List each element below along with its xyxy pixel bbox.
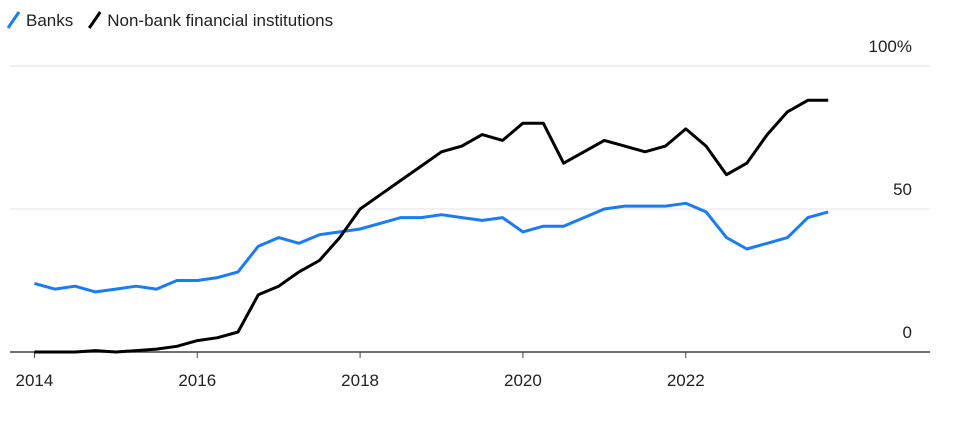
legend-label: Non-bank financial institutions xyxy=(107,11,333,30)
y-tick-label: 100% xyxy=(869,37,912,56)
series-line xyxy=(34,98,829,354)
legend-icon xyxy=(6,11,21,29)
x-tick-label: 2016 xyxy=(178,371,216,390)
y-tick-label: 50 xyxy=(893,180,912,199)
x-tick-label: 2018 xyxy=(341,371,379,390)
y-tick-label: 0 xyxy=(903,323,912,342)
x-tick-label: 2022 xyxy=(667,371,705,390)
x-tick-label: 2020 xyxy=(504,371,542,390)
legend-icon xyxy=(88,11,102,29)
series-line xyxy=(33,201,829,294)
legend-label: Banks xyxy=(26,11,73,30)
x-tick-label: 2014 xyxy=(16,371,54,390)
